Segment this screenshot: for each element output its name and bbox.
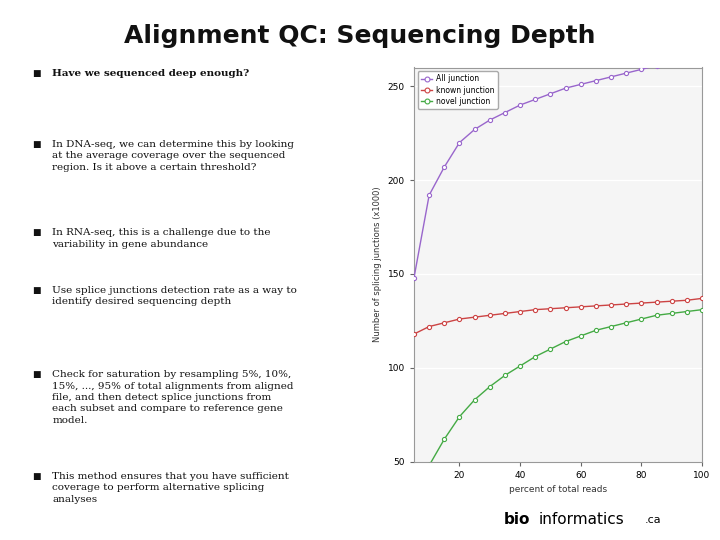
- Text: ■: ■: [32, 140, 41, 149]
- Text: Use splice junctions detection rate as a way to
identify desired sequencing dept: Use splice junctions detection rate as a…: [53, 286, 297, 306]
- Text: Have we sequenced deep enough?: Have we sequenced deep enough?: [53, 69, 249, 78]
- Text: ■: ■: [32, 472, 41, 481]
- Legend: All junction, known junction, novel junction: All junction, known junction, novel junc…: [418, 71, 498, 109]
- Text: informatics: informatics: [539, 512, 624, 527]
- Text: bio: bio: [504, 512, 531, 527]
- Text: RNA sequencing and analysis: RNA sequencing and analysis: [11, 513, 217, 526]
- Text: ■: ■: [32, 286, 41, 295]
- Text: ■: ■: [32, 370, 41, 379]
- Text: This method ensures that you have sufficient
coverage to perform alternative spl: This method ensures that you have suffic…: [53, 472, 289, 504]
- Text: Alignment QC: Sequencing Depth: Alignment QC: Sequencing Depth: [125, 24, 595, 48]
- Text: In RNA-seq, this is a challenge due to the
variability in gene abundance: In RNA-seq, this is a challenge due to t…: [53, 228, 271, 249]
- Text: ■: ■: [32, 69, 41, 78]
- Text: ■: ■: [32, 228, 41, 238]
- Text: Check for saturation by resampling 5%, 10%,
15%, ..., 95% of total alignments fr: Check for saturation by resampling 5%, 1…: [53, 370, 294, 425]
- Text: .ca: .ca: [645, 515, 662, 525]
- X-axis label: percent of total reads: percent of total reads: [509, 485, 607, 494]
- Text: In DNA-seq, we can determine this by looking
at the average coverage over the se: In DNA-seq, we can determine this by loo…: [53, 140, 294, 172]
- Y-axis label: Number of splicing junctions (x1000): Number of splicing junctions (x1000): [373, 187, 382, 342]
